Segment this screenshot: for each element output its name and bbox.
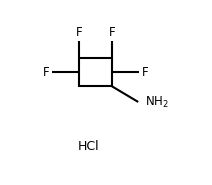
Text: F: F: [43, 65, 50, 79]
Text: F: F: [142, 65, 148, 79]
Text: F: F: [109, 26, 115, 39]
Text: F: F: [76, 26, 82, 39]
Text: NH$_2$: NH$_2$: [145, 95, 169, 110]
Text: HCl: HCl: [78, 140, 100, 153]
